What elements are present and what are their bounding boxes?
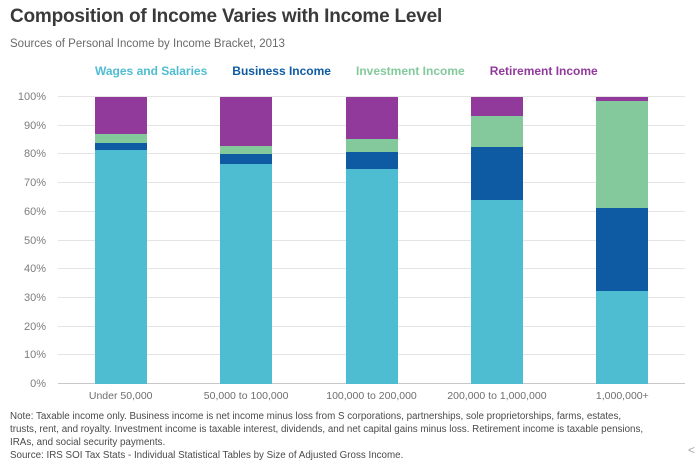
gridline <box>58 96 685 97</box>
bar-segment <box>94 97 147 135</box>
y-axis-tick-label: 100% <box>17 91 46 103</box>
y-axis-tick-label: 70% <box>23 177 46 190</box>
bar-segment <box>220 164 273 384</box>
bar-segment <box>94 142 147 151</box>
stacked-bar-4 <box>596 97 649 384</box>
chart-title: Composition of Income Varies with Income… <box>10 6 443 27</box>
x-axis-label-4: 1,000,000+ <box>595 390 649 402</box>
legend-item-1: Business Income <box>232 64 331 78</box>
x-axis-label-3: 200,000 to 1,000,000 <box>447 390 547 402</box>
stacked-bar-3 <box>470 97 523 384</box>
note-text: Note: Taxable income only. Business inco… <box>10 410 687 449</box>
y-axis-tick-label: 10% <box>23 349 46 362</box>
bar-segment <box>220 145 273 155</box>
y-axis-tick-label: 50% <box>23 234 46 247</box>
bar-segment <box>220 97 273 146</box>
y-axis: 0% 10% 20% 30% 40% 50% 60% 70% 80% 90% 100% <box>0 91 52 390</box>
y-axis-tick-label: 60% <box>23 205 46 218</box>
plot-area <box>58 96 685 384</box>
y-axis-tick-label: 80% <box>23 148 46 161</box>
bar-slot <box>560 97 685 384</box>
bar-segment <box>345 168 398 384</box>
stacked-bar-1 <box>220 97 273 384</box>
bar-segment <box>596 97 649 102</box>
legend: Wages and Salaries Business Income Investm… <box>95 64 598 78</box>
bar-segment <box>470 200 523 384</box>
note-line: IRAs, and social security payments. <box>10 437 166 448</box>
bar-segment <box>596 101 649 208</box>
footer-notes: Note: Taxable income only. Business inco… <box>10 410 687 462</box>
bar-segment <box>345 97 398 139</box>
bar-segment <box>596 290 649 384</box>
bar-segment <box>345 151 398 169</box>
y-axis-tick-label: 40% <box>23 263 46 276</box>
x-axis-label-2: 100,000 to 200,000 <box>326 390 417 402</box>
bar-segment <box>470 115 523 148</box>
x-axis-label-1: 50,000 to 100,000 <box>203 390 289 402</box>
legend-item-3: Retirement Income <box>489 64 598 78</box>
x-axis: Under 50,000 50,000 to 100,000 100,000 to … <box>58 390 685 402</box>
note-line: Note: Taxable income only. Business inco… <box>10 411 622 422</box>
bar-segment <box>596 207 649 291</box>
bar-segment <box>470 97 523 116</box>
bar-slot <box>309 97 434 384</box>
y-axis-tick-label: 20% <box>23 320 46 333</box>
bar-segment <box>220 154 273 165</box>
y-axis-tick-label: 30% <box>23 291 46 304</box>
bar-slot <box>434 97 559 384</box>
bar-segment <box>345 138 398 152</box>
stacked-bar-2 <box>345 97 398 384</box>
legend-item-0: Wages and Salaries <box>95 64 208 78</box>
y-axis-tick-label: 90% <box>23 119 46 132</box>
bar-slot <box>183 97 308 384</box>
bar-segment <box>94 150 147 384</box>
legend-item-2: Investment Income <box>355 64 465 78</box>
bars-container <box>58 97 685 384</box>
stacked-bar-0 <box>94 97 147 384</box>
chevron-left-icon: < <box>687 443 695 457</box>
bar-segment <box>94 134 147 143</box>
bar-slot <box>58 97 183 384</box>
x-axis-label-0: Under 50,000 <box>88 390 153 402</box>
chart-subtitle: Sources of Personal Income by Income Bra… <box>10 38 285 50</box>
bar-segment <box>470 147 523 201</box>
source-text: Source: IRS SOI Tax Stats - Individual S… <box>10 450 404 461</box>
note-line: trusts, rent, and royalty. Investment in… <box>10 424 644 435</box>
y-axis-tick-label: 0% <box>30 378 46 390</box>
